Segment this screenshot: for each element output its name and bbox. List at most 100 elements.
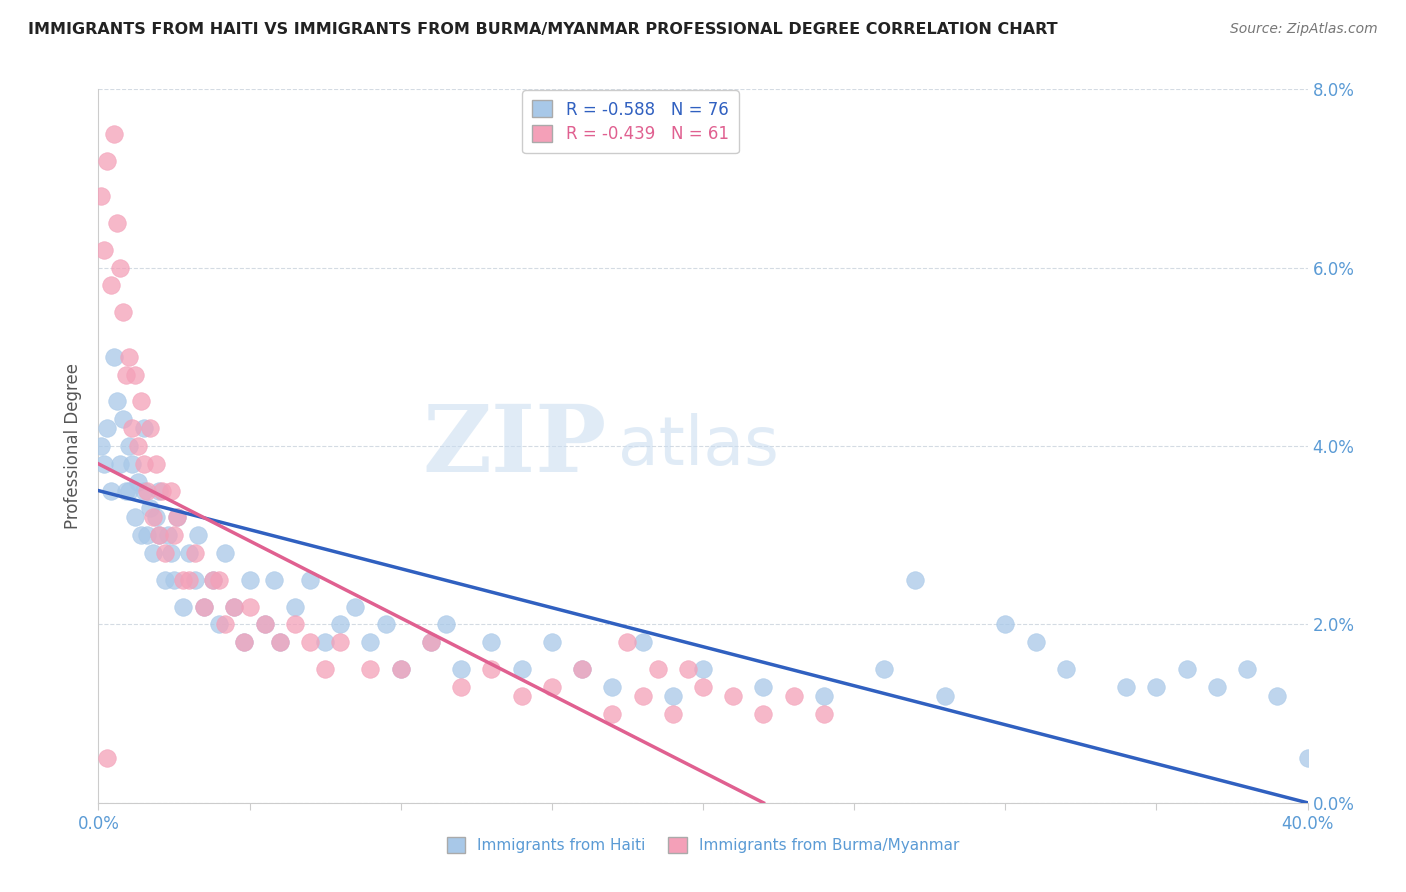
Point bbox=[184, 546, 207, 560]
Point bbox=[124, 368, 146, 382]
Point bbox=[284, 599, 307, 614]
Point bbox=[1267, 689, 1289, 703]
Point bbox=[118, 439, 141, 453]
Point bbox=[540, 635, 562, 649]
Point bbox=[166, 510, 188, 524]
Point bbox=[239, 599, 262, 614]
Point bbox=[202, 573, 225, 587]
Point bbox=[105, 216, 128, 230]
Point bbox=[510, 662, 533, 676]
Point bbox=[132, 457, 155, 471]
Point bbox=[314, 662, 336, 676]
Point bbox=[434, 617, 457, 632]
Text: ZIP: ZIP bbox=[422, 401, 606, 491]
Point bbox=[631, 635, 654, 649]
Point bbox=[103, 350, 125, 364]
Point bbox=[153, 573, 176, 587]
Point bbox=[163, 573, 186, 587]
Point bbox=[202, 573, 225, 587]
Text: IMMIGRANTS FROM HAITI VS IMMIGRANTS FROM BURMA/MYANMAR PROFESSIONAL DEGREE CORRE: IMMIGRANTS FROM HAITI VS IMMIGRANTS FROM… bbox=[28, 22, 1057, 37]
Point bbox=[389, 662, 412, 676]
Point bbox=[208, 617, 231, 632]
Point bbox=[647, 662, 669, 676]
Point bbox=[661, 706, 683, 721]
Point bbox=[571, 662, 593, 676]
Point bbox=[616, 635, 638, 649]
Point bbox=[692, 680, 714, 694]
Point bbox=[540, 680, 562, 694]
Point bbox=[299, 635, 322, 649]
Point bbox=[172, 599, 194, 614]
Point bbox=[329, 617, 352, 632]
Point bbox=[129, 394, 152, 409]
Point bbox=[783, 689, 806, 703]
Point bbox=[184, 573, 207, 587]
Point bbox=[132, 421, 155, 435]
Point bbox=[127, 475, 149, 489]
Point bbox=[179, 573, 201, 587]
Point bbox=[148, 528, 170, 542]
Point bbox=[90, 189, 112, 203]
Point bbox=[1115, 680, 1137, 694]
Text: Source: ZipAtlas.com: Source: ZipAtlas.com bbox=[1230, 22, 1378, 37]
Point bbox=[166, 510, 188, 524]
Point bbox=[481, 662, 503, 676]
Point bbox=[813, 689, 835, 703]
Point bbox=[193, 599, 215, 614]
Point bbox=[118, 350, 141, 364]
Point bbox=[111, 305, 134, 319]
Point bbox=[145, 510, 167, 524]
Point bbox=[103, 127, 125, 141]
Point bbox=[214, 617, 236, 632]
Point bbox=[661, 689, 683, 703]
Point bbox=[299, 573, 322, 587]
Point bbox=[224, 599, 246, 614]
Text: atlas: atlas bbox=[619, 413, 779, 479]
Point bbox=[160, 546, 183, 560]
Point bbox=[208, 573, 231, 587]
Point bbox=[139, 501, 162, 516]
Point bbox=[269, 635, 291, 649]
Point bbox=[135, 528, 157, 542]
Point bbox=[193, 599, 215, 614]
Point bbox=[163, 528, 186, 542]
Point bbox=[450, 680, 472, 694]
Point bbox=[224, 599, 246, 614]
Point bbox=[631, 689, 654, 703]
Point bbox=[187, 528, 209, 542]
Point bbox=[1206, 680, 1229, 694]
Point bbox=[96, 751, 118, 765]
Point bbox=[142, 510, 165, 524]
Point bbox=[263, 573, 285, 587]
Point bbox=[145, 457, 167, 471]
Point bbox=[127, 439, 149, 453]
Point bbox=[571, 662, 593, 676]
Point bbox=[450, 662, 472, 676]
Point bbox=[90, 439, 112, 453]
Point bbox=[239, 573, 262, 587]
Point bbox=[420, 635, 443, 649]
Point bbox=[481, 635, 503, 649]
Point bbox=[129, 528, 152, 542]
Point bbox=[253, 617, 276, 632]
Point bbox=[114, 368, 136, 382]
Point bbox=[676, 662, 699, 676]
Point bbox=[284, 617, 307, 632]
Point bbox=[904, 573, 927, 587]
Point bbox=[420, 635, 443, 649]
Point bbox=[510, 689, 533, 703]
Point bbox=[994, 617, 1017, 632]
Point bbox=[269, 635, 291, 649]
Point bbox=[135, 483, 157, 498]
Point bbox=[172, 573, 194, 587]
Point bbox=[156, 528, 179, 542]
Point bbox=[100, 278, 122, 293]
Point bbox=[723, 689, 745, 703]
Point bbox=[100, 483, 122, 498]
Point bbox=[148, 483, 170, 498]
Point bbox=[360, 662, 382, 676]
Point bbox=[1296, 751, 1319, 765]
Point bbox=[752, 680, 775, 694]
Point bbox=[374, 617, 396, 632]
Point bbox=[108, 457, 131, 471]
